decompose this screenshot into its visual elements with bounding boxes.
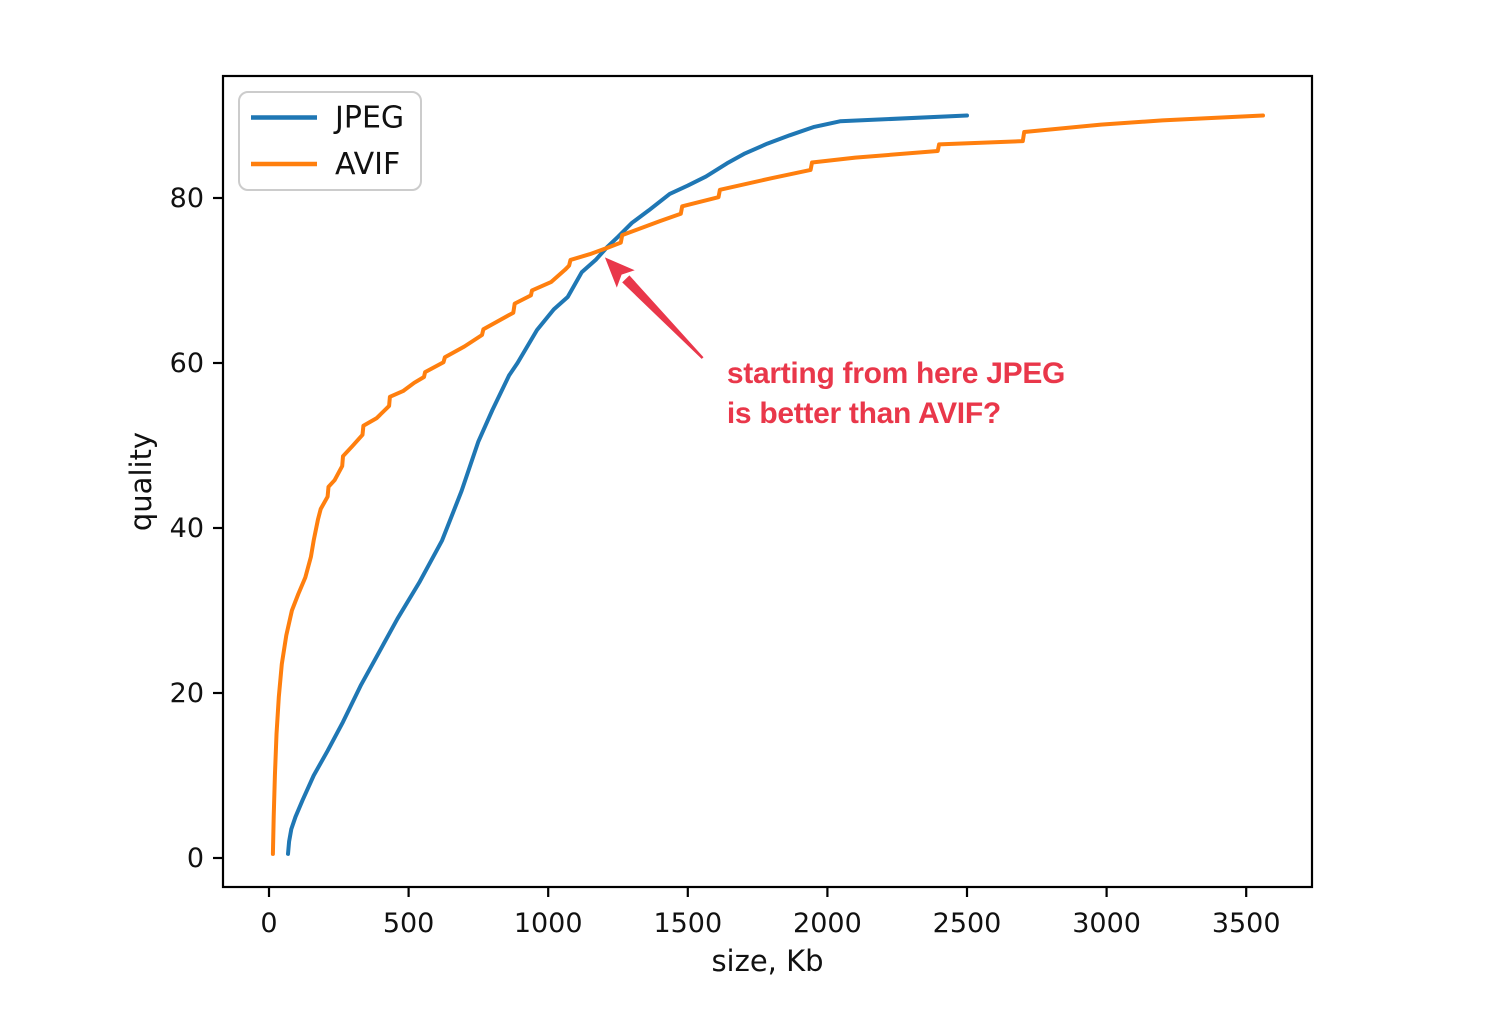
x-tick-label: 0	[260, 908, 277, 939]
y-axis-label: quality	[124, 432, 158, 531]
legend-label-avif: AVIF	[335, 147, 400, 182]
y-tick-label: 80	[170, 183, 204, 214]
jpeg-line	[286, 113, 969, 856]
annotation-arrow-shaft	[622, 275, 704, 359]
x-axis-label: size, Kb	[711, 944, 823, 978]
annotation-line-2: is better than AVIF?	[727, 397, 1001, 430]
x-tick-label: 500	[383, 908, 435, 939]
annotation-arrowhead	[604, 257, 635, 288]
y-tick-label: 0	[187, 843, 204, 874]
axes-group: 0 500 1000 1500 2000 2500 3000 3500 0 20 40 60 80 siz…	[124, 74, 1314, 978]
legend: JPEG AVIF	[238, 91, 422, 191]
avif-line	[270, 113, 1265, 856]
legend-label-jpeg: JPEG	[333, 101, 404, 136]
y-tick-label: 20	[170, 678, 204, 709]
x-tick-label: 3000	[1072, 908, 1141, 939]
y-tick-label: 40	[170, 513, 204, 544]
annotation-text: starting from here JPEG is better than AV…	[727, 357, 1065, 430]
y-tick-label: 60	[170, 348, 204, 379]
x-tick-label: 1000	[514, 908, 583, 939]
axes-spines	[221, 74, 1314, 889]
x-tick-label: 3500	[1212, 908, 1281, 939]
x-tick-label: 2000	[793, 908, 862, 939]
x-tick-label: 1500	[653, 908, 722, 939]
annotation-line-1: starting from here JPEG	[727, 357, 1065, 390]
annotation: starting from here JPEG is better than AV…	[604, 257, 1065, 430]
series-group	[270, 113, 1265, 856]
x-tick-label: 2500	[933, 908, 1002, 939]
